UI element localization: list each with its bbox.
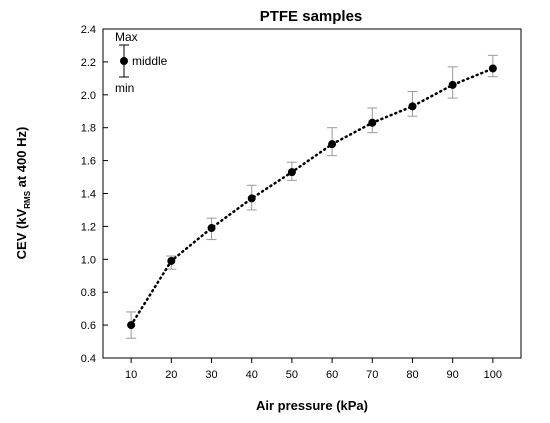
legend-marker (120, 57, 128, 65)
y-tick-label: 2.0 (81, 90, 96, 102)
y-tick-label: 1.0 (81, 254, 96, 266)
error-bars (126, 54, 498, 339)
y-tick-label: 2.2 (81, 57, 96, 69)
data-point (408, 102, 417, 111)
y-tick-label: 0.8 (81, 287, 96, 299)
y-tick-label: 1.6 (81, 156, 96, 168)
x-tick-label: 10 (125, 369, 137, 381)
data-point (127, 321, 136, 330)
x-tick-label: 70 (366, 369, 378, 381)
legend-min-label: min (115, 81, 134, 95)
data-point (167, 256, 176, 265)
x-axis-label: Air pressure (kPa) (256, 398, 368, 413)
data-point (368, 118, 377, 127)
y-tick-label: 1.4 (81, 189, 96, 201)
y-tick-label: 0.4 (81, 353, 96, 365)
x-tick-label: 100 (484, 369, 502, 381)
x-axis: 10 20 30 40 50 60 70 80 90 100 (125, 358, 502, 381)
data-point (247, 194, 256, 203)
data-point (448, 80, 457, 89)
trend-line (129, 67, 495, 327)
y-tick-label: 1.8 (81, 123, 96, 135)
y-tick-label: 2.4 (81, 24, 96, 36)
legend-middle-label: middle (132, 54, 168, 68)
legend-max-label: Max (115, 30, 138, 44)
legend: Max middle min (115, 30, 168, 95)
data-point (207, 224, 216, 233)
y-axis-label: CEV (kVRMS at 400 Hz) (14, 127, 32, 260)
x-tick-label: 90 (447, 369, 459, 381)
x-tick-label: 40 (246, 369, 258, 381)
chart-title: PTFE samples (260, 8, 363, 25)
x-tick-label: 60 (326, 369, 338, 381)
y-tick-label: 1.2 (81, 221, 96, 233)
x-tick-label: 30 (205, 369, 217, 381)
y-axis-label-subscript: RMS (23, 190, 32, 208)
x-tick-label: 80 (406, 369, 418, 381)
x-tick-label: 50 (286, 369, 298, 381)
x-tick-label: 20 (165, 369, 177, 381)
y-axis-label-main: CEV (kV (14, 208, 29, 259)
data-points (127, 64, 497, 330)
data-point (328, 140, 337, 149)
y-tick-label: 0.6 (81, 320, 96, 332)
plot-frame (102, 28, 522, 359)
data-point (287, 168, 296, 177)
y-axis: 0.4 0.6 0.8 1.0 1.2 1.4 1.6 1.8 2.0 2.2 2.4 (81, 24, 108, 365)
y-axis-label-tail: at 400 Hz) (14, 127, 29, 191)
data-point (488, 64, 497, 73)
